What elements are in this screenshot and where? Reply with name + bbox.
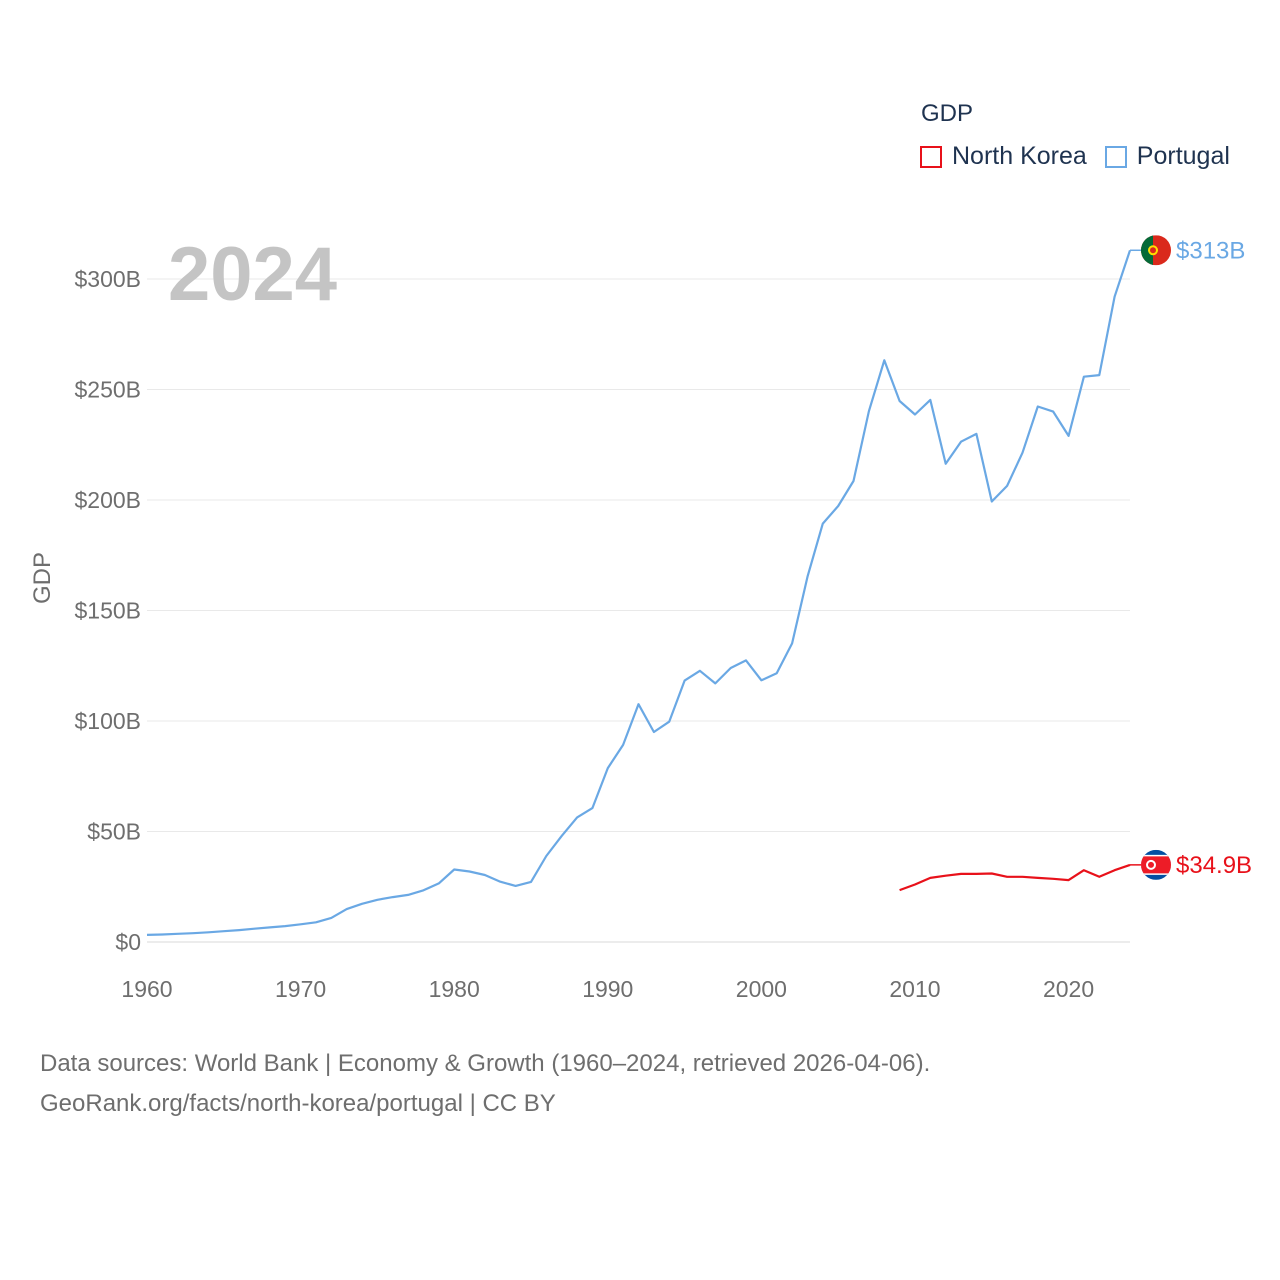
legend-swatch-north-korea <box>920 145 942 168</box>
y-axis-label: GDP <box>29 552 56 604</box>
legend-swatch-portugal <box>1104 145 1127 168</box>
legend: North Korea Portugal <box>920 142 1248 171</box>
x-tick-label: 2000 <box>736 976 787 1002</box>
legend-title: GDP <box>921 100 974 127</box>
y-tick-label: $0 <box>115 929 141 955</box>
series-end-markers: $34.9B $313B <box>1130 235 1252 880</box>
y-tick-label: $250B <box>74 377 141 403</box>
series-line-north-korea <box>899 863 1131 892</box>
end-label-north-korea: $34.9B <box>1176 852 1252 879</box>
x-axis-ticks: 1960 1970 1980 1990 2000 2010 2020 <box>121 976 1094 1002</box>
series-lines <box>146 249 1132 936</box>
grid-lines <box>147 278 1130 943</box>
legend-item-portugal[interactable]: Portugal <box>1104 142 1230 171</box>
legend-label-north-korea: North Korea <box>952 142 1087 170</box>
y-tick-label: $200B <box>74 487 141 513</box>
y-axis-ticks: $0 $50B $100B $150B $200B $250B $300B <box>74 266 141 955</box>
x-tick-label: 1980 <box>429 976 480 1002</box>
x-tick-label: 1970 <box>275 976 326 1002</box>
y-tick-label: $150B <box>74 598 141 624</box>
end-label-portugal: $313B <box>1176 237 1245 264</box>
north-korea-flag-icon <box>1141 849 1171 880</box>
year-label: 2024 <box>168 232 337 317</box>
x-tick-label: 1960 <box>121 976 172 1002</box>
portugal-flag-icon <box>1141 235 1171 266</box>
y-tick-label: $100B <box>74 708 141 734</box>
x-tick-label: 1990 <box>582 976 633 1002</box>
y-tick-label: $300B <box>74 266 141 292</box>
x-tick-label: 2010 <box>889 976 940 1002</box>
x-tick-label: 2020 <box>1043 976 1094 1002</box>
legend-item-north-korea[interactable]: North Korea <box>920 142 1087 171</box>
source-line-2[interactable]: GeoRank.org/facts/north-korea/portugal |… <box>40 1090 556 1117</box>
source-line-1: Data sources: World Bank | Economy & Gro… <box>40 1050 931 1077</box>
y-tick-label: $50B <box>87 819 141 845</box>
legend-label-portugal: Portugal <box>1136 142 1230 170</box>
source-note: Data sources: World Bank | Economy & Gro… <box>40 1044 930 1124</box>
series-line-portugal <box>146 249 1132 936</box>
